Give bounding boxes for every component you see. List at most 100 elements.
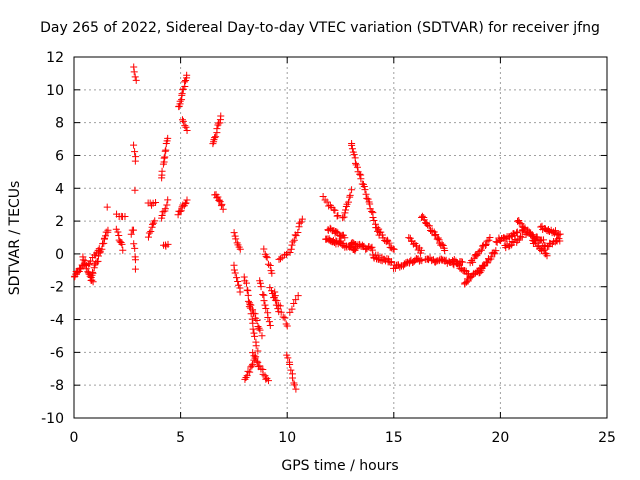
data-point [518,233,526,241]
data-point [181,78,189,86]
data-point [319,192,327,200]
data-point [391,264,399,272]
data-point [288,374,296,382]
data-point [213,125,221,133]
data-point [517,220,525,228]
data-point [252,353,260,361]
data-point [476,268,484,276]
data-point [147,227,155,235]
y-tick-label: 6 [55,148,64,164]
data-point [279,313,287,321]
data-point [234,277,242,285]
data-point [551,227,559,235]
data-point [253,316,261,324]
data-point [214,193,222,201]
data-point [369,213,377,221]
data-point [276,255,284,263]
data-point [121,213,129,221]
data-point [263,254,271,262]
data-point [248,362,256,370]
y-tick-label: 0 [55,247,64,263]
data-point [258,332,266,340]
data-point [287,366,295,374]
data-point [260,245,268,253]
data-point [288,305,296,313]
data-point [255,324,263,332]
x-tick-label: 20 [491,430,509,446]
data-point [356,170,364,178]
data-point [442,256,450,264]
data-point [218,200,226,208]
data-point [131,256,139,264]
data-point [435,236,443,244]
data-point [103,203,111,211]
data-point [556,237,564,245]
data-point [132,76,140,84]
data-point [212,133,220,141]
data-point [438,240,446,248]
data-point [158,167,166,175]
data-point [348,141,356,149]
data-point [249,360,257,368]
data-point [89,278,97,286]
data-point [287,245,295,253]
data-point [130,240,138,248]
data-point [243,286,251,294]
data-point [396,263,404,271]
data-point [243,279,251,287]
data-point [164,196,172,204]
data-point [259,291,267,299]
data-point [163,201,171,209]
data-point [368,246,376,254]
data-point [266,262,274,270]
data-point [464,277,472,285]
data-point [294,292,302,300]
data-point [334,211,342,219]
data-point [264,313,272,321]
data-point [160,154,168,162]
data-point [491,250,499,258]
data-point [382,238,390,246]
data-point [506,242,514,250]
data-point [152,198,160,206]
data-point [385,239,393,247]
data-point [254,323,262,331]
data-point [240,273,248,281]
data-point [325,202,333,210]
y-tick-label: 2 [55,214,64,230]
data-point [114,228,122,236]
data-point [131,186,139,194]
data-point [281,314,289,322]
data-point [492,247,500,255]
data-point [145,229,153,237]
data-point [482,241,490,249]
data-point [331,206,339,214]
data-point [387,259,395,267]
x-tick-label: 0 [70,430,79,446]
data-point [148,220,156,228]
data-point [178,116,186,124]
data-point [215,196,223,204]
y-tick-label: 8 [55,116,64,132]
data-point [418,212,426,220]
data-point [230,229,238,237]
data-point [151,217,159,225]
data-point [290,236,298,244]
data-point [244,291,252,299]
data-point [377,228,385,236]
data-point [469,258,477,266]
data-point [479,242,487,250]
data-point [271,288,279,296]
data-point [516,232,524,240]
data-point [389,245,397,253]
y-tick-label: -2 [50,280,64,296]
data-point [425,222,433,230]
data-point [361,186,369,194]
data-point [233,274,241,282]
data-point [502,244,510,252]
data-point [79,256,87,264]
data-point [236,245,244,253]
data-point [161,205,169,213]
data-point [217,112,225,120]
data-point [348,145,356,153]
